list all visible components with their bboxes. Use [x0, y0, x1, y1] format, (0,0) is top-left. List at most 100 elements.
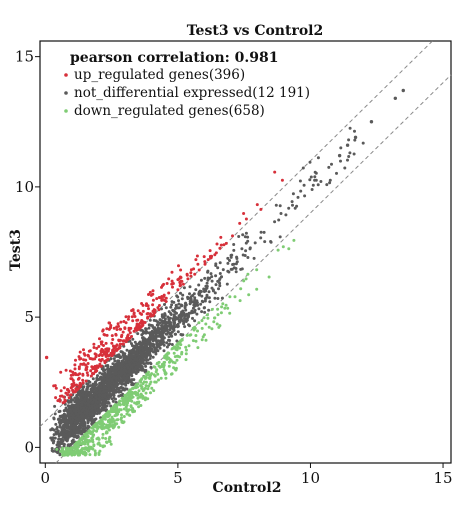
point — [84, 363, 88, 367]
point — [80, 450, 84, 454]
point — [207, 325, 211, 329]
point — [146, 373, 150, 377]
point — [353, 129, 356, 133]
point — [68, 369, 72, 373]
point — [91, 440, 95, 444]
point — [141, 336, 145, 340]
point — [76, 399, 79, 403]
point — [226, 306, 230, 310]
point — [141, 323, 145, 327]
point — [106, 410, 110, 414]
point — [212, 320, 216, 324]
point — [61, 420, 64, 424]
point — [105, 352, 108, 356]
point — [216, 266, 220, 270]
point — [148, 318, 152, 322]
point — [71, 415, 75, 419]
point — [293, 206, 297, 210]
point — [246, 272, 250, 276]
point — [138, 345, 142, 349]
point — [215, 242, 219, 246]
point — [56, 429, 60, 433]
point — [303, 194, 307, 198]
point — [137, 400, 141, 404]
point — [170, 334, 174, 338]
point — [156, 361, 160, 365]
point — [114, 390, 118, 393]
point — [79, 414, 83, 418]
point — [214, 251, 218, 255]
point — [325, 183, 329, 187]
point — [126, 391, 130, 395]
point — [172, 351, 176, 355]
point — [122, 320, 126, 323]
point — [130, 378, 134, 382]
point — [223, 306, 227, 310]
point — [291, 192, 295, 196]
point — [85, 387, 89, 391]
point — [95, 378, 99, 382]
point — [346, 158, 349, 162]
point — [203, 306, 206, 310]
point — [87, 354, 90, 358]
point — [107, 439, 111, 443]
point — [143, 398, 147, 402]
point — [137, 365, 141, 369]
point — [94, 368, 98, 372]
point — [207, 296, 211, 300]
point — [98, 337, 101, 341]
point — [177, 341, 181, 345]
point — [64, 419, 68, 423]
point — [58, 453, 62, 457]
point — [68, 417, 71, 421]
point — [131, 308, 135, 312]
point — [221, 268, 225, 272]
point — [164, 296, 168, 300]
point — [146, 397, 150, 401]
point — [70, 453, 74, 457]
point — [122, 365, 126, 369]
point — [218, 272, 222, 275]
point — [228, 259, 231, 262]
point — [54, 386, 58, 390]
point — [91, 377, 95, 381]
point — [243, 254, 247, 257]
point — [335, 171, 338, 175]
point — [267, 275, 271, 279]
point — [188, 324, 191, 328]
point — [235, 255, 239, 259]
point — [255, 287, 259, 291]
point — [172, 366, 176, 370]
point — [287, 206, 291, 210]
outlier-point-2 — [345, 143, 350, 147]
point — [313, 170, 317, 174]
point — [316, 183, 320, 187]
point — [104, 364, 108, 368]
point — [115, 387, 119, 391]
outlier-point-5 — [401, 88, 405, 93]
point — [173, 355, 177, 359]
point — [213, 316, 216, 320]
point — [184, 301, 188, 305]
point — [152, 338, 156, 342]
point — [150, 335, 153, 339]
point — [102, 344, 105, 347]
point — [103, 395, 107, 399]
point — [89, 431, 93, 435]
point — [153, 380, 157, 384]
point — [69, 424, 73, 428]
point — [206, 278, 210, 282]
point — [328, 178, 332, 182]
point — [214, 283, 218, 287]
point — [160, 326, 164, 329]
point — [77, 428, 81, 432]
point — [106, 425, 109, 429]
point — [111, 344, 115, 348]
point — [142, 368, 145, 372]
point — [126, 317, 130, 321]
point — [76, 434, 80, 438]
point — [92, 346, 96, 349]
point — [148, 290, 152, 294]
point — [273, 170, 277, 174]
